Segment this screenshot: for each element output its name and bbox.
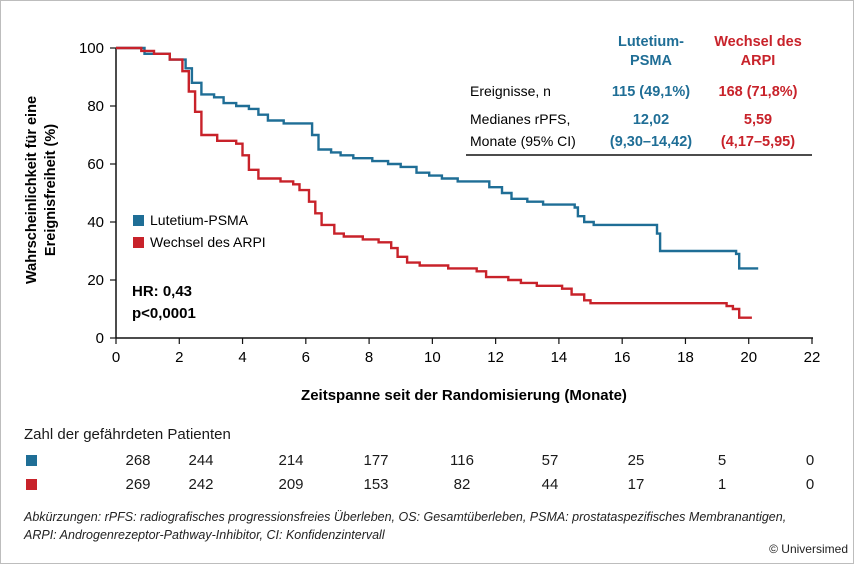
risk-table-cell: 44 (541, 476, 559, 493)
series-curves (116, 46, 759, 319)
hr-annotation: HR: 0,43 (132, 283, 192, 300)
x-tick-label: 10 (424, 349, 441, 366)
summary-row1-col2: 168 (71,8%) (719, 84, 798, 100)
y-tick-label: 20 (87, 272, 104, 289)
risk-table-cell: 214 (278, 452, 304, 469)
summary-table: Lutetium- PSMA Wechsel des ARPI Ereignis… (466, 34, 812, 156)
chart-axes (115, 48, 813, 339)
risk-row-swatch (26, 479, 37, 490)
risk-table-cell: 242 (188, 476, 214, 493)
risk-row-swatch (26, 455, 37, 466)
copyright: © Universimed (769, 542, 848, 556)
y-axis-label-line1: Wahrscheinlichkeit für eine (24, 96, 40, 284)
risk-table-cell: 244 (188, 452, 214, 469)
y-axis-label-line2: Ereignisfreiheit (%) (43, 124, 59, 256)
summary-row1-label: Ereignisse, n (470, 83, 551, 99)
summary-col1-header-line2: PSMA (630, 53, 672, 69)
x-tick-label: 8 (365, 349, 373, 366)
y-tick-label: 100 (79, 40, 104, 57)
y-tick-label: 60 (87, 156, 104, 173)
summary-row2-col2-line2: (4,17–5,95) (721, 134, 795, 150)
summary-row1-col1: 115 (49,1%) (612, 84, 690, 100)
summary-col1-header-line1: Lutetium- (618, 34, 684, 50)
legend-swatch-arpi (133, 237, 144, 248)
risk-table-cell: 269 (125, 476, 151, 493)
summary-row2-label-line2: Monate (95% CI) (470, 133, 576, 149)
km-chart: 0 2 4 6 8 10 12 14 16 18 20 22 0 20 40 60 80 100 Zeitspa… (24, 34, 821, 404)
x-tick-label: 6 (302, 349, 310, 366)
risk-table-cell: 82 (453, 476, 471, 493)
x-tick-label: 20 (740, 349, 757, 366)
summary-col2-header-line1: Wechsel des (714, 34, 802, 50)
risk-table-title: Zahl der gefährdeten Patienten (24, 426, 231, 443)
summary-row2-col2-line1: 5,59 (744, 112, 772, 128)
footnote-line2: ARPI: Androgenrezeptor-Pathway-Inhibitor… (24, 528, 385, 542)
y-ticks: 0 20 40 60 80 100 (79, 40, 116, 347)
summary-row2-col1-line1: 12,02 (633, 112, 669, 128)
x-axis-label: Zeitspanne seit der Randomisierung (Mona… (301, 387, 627, 404)
risk-table-cell: 25 (627, 452, 645, 469)
summary-col2-header-line2: ARPI (741, 53, 776, 69)
risk-table-cell: 0 (805, 476, 815, 493)
risk-table-cell: 209 (278, 476, 304, 493)
x-tick-label: 12 (487, 349, 504, 366)
legend-label-arpi: Wechsel des ARPI (150, 234, 266, 250)
risk-table-cell: 57 (541, 452, 559, 469)
footnote-line1: Abkürzungen: rPFS: radiografisches progr… (24, 510, 787, 524)
y-tick-label: 0 (96, 330, 104, 347)
series-line-lutetium-psma (116, 46, 759, 270)
x-tick-label: 14 (551, 349, 568, 366)
risk-table: Zahl der gefährdeten Patienten 268 244 214… (0, 420, 854, 500)
x-ticks: 0 2 4 6 8 10 12 14 16 18 20 22 (112, 338, 821, 366)
legend-swatch-lutetium (133, 215, 144, 226)
x-tick-label: 2 (175, 349, 183, 366)
risk-table-cell: 177 (363, 452, 389, 469)
p-value-annotation: p<0,0001 (132, 305, 196, 322)
series-line-wechsel-arpi (116, 46, 752, 319)
risk-table-cell: 1 (717, 476, 727, 493)
risk-table-cell: 268 (125, 452, 151, 469)
x-tick-label: 22 (804, 349, 821, 366)
risk-table-cell: 5 (717, 452, 727, 469)
risk-table-cell: 153 (363, 476, 389, 493)
y-tick-label: 80 (87, 98, 104, 115)
risk-table-cell: 116 (450, 452, 474, 469)
y-tick-label: 40 (87, 214, 104, 231)
summary-row2-label-line1: Medianes rPFS, (470, 111, 570, 127)
risk-table-cell: 17 (627, 476, 645, 493)
x-tick-label: 4 (238, 349, 246, 366)
x-tick-label: 0 (112, 349, 120, 366)
x-tick-label: 18 (677, 349, 694, 366)
summary-row2-col1-line2: (9,30–14,42) (610, 134, 692, 150)
legend-label-lutetium: Lutetium-PSMA (150, 212, 249, 228)
risk-table-cell: 0 (805, 452, 815, 469)
x-tick-label: 16 (614, 349, 631, 366)
